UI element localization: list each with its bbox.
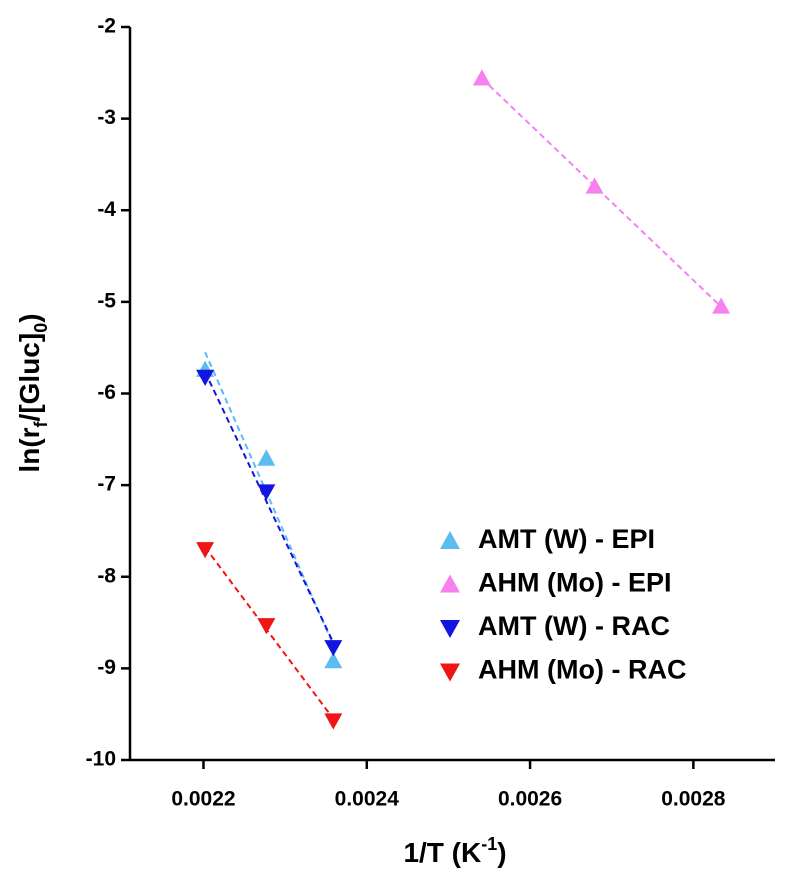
axis-title-part: f (31, 420, 51, 427)
x-tick-label: 0.0024 (335, 788, 400, 811)
y-tick-label: -8 (97, 564, 116, 587)
data-point (257, 618, 276, 635)
y-tick-label: -9 (97, 656, 116, 679)
x-tick-label: 0.0028 (661, 788, 726, 811)
trend-line (204, 351, 335, 646)
data-point (196, 542, 215, 559)
legend-marker (440, 620, 460, 638)
axis-title-part: ) (14, 313, 45, 322)
axis-title-part: -1 (481, 834, 497, 854)
x-axis-title: 1/T (K-1) (403, 834, 506, 869)
axis-title-part: 0 (31, 323, 51, 333)
axis-title-part: 1/T (K (403, 837, 481, 868)
legend-label: AHM (Mo) - RAC (478, 655, 686, 685)
legend-label: AHM (Mo) - EPI (478, 568, 671, 598)
data-point (196, 369, 215, 387)
data-point (257, 449, 276, 466)
axis-title-part: ln(r (14, 427, 45, 472)
y-tick-label: -5 (97, 289, 116, 312)
trend-line (204, 546, 335, 720)
data-point (324, 652, 343, 669)
y-axis-title: ln(rf/[Gluc]0) (14, 313, 50, 472)
y-tick-label: -3 (97, 106, 116, 129)
legend-marker (440, 574, 460, 593)
data-point (324, 713, 343, 730)
legend-label: AMT (W) - RAC (478, 611, 670, 641)
data-point (324, 640, 343, 657)
x-tick-label: 0.0022 (171, 788, 235, 811)
x-tick-label: 0.0026 (498, 788, 562, 811)
data-point (712, 297, 731, 314)
legend-marker (440, 531, 460, 549)
data-point (585, 177, 604, 194)
y-tick-label: -4 (97, 198, 116, 221)
y-tick-label: -2 (97, 15, 116, 38)
y-tick-label: -6 (97, 381, 116, 404)
y-tick-label: -7 (97, 473, 116, 496)
axis-title-part: ) (497, 837, 506, 868)
axis-title-part: /[Gluc] (14, 333, 45, 422)
legend-label: AMT (W) - EPI (478, 524, 655, 554)
data-point (472, 69, 491, 86)
trend-line (204, 371, 335, 644)
data-point (257, 484, 276, 501)
legend-marker (440, 663, 460, 682)
y-tick-label: -10 (86, 748, 116, 771)
